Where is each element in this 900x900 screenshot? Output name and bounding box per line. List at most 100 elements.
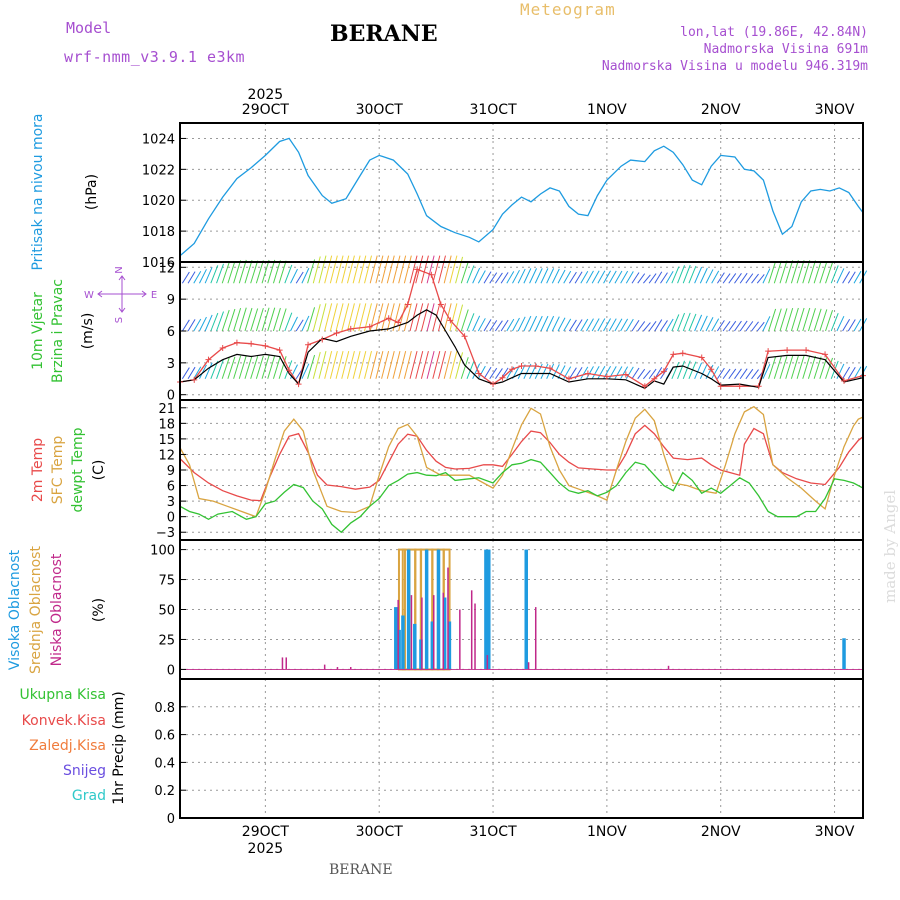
wind-arrow	[802, 307, 811, 332]
wind-arrow	[660, 272, 668, 284]
gust-marker	[385, 315, 392, 322]
wind-arrow	[204, 267, 213, 284]
wind-arrow	[392, 303, 401, 332]
footer-station: BERANE	[329, 862, 393, 878]
wind-arrow	[312, 351, 321, 379]
wind-arrow	[329, 303, 338, 332]
wind-arrow	[597, 366, 606, 380]
gust-marker	[475, 370, 482, 377]
wind-arrow	[324, 255, 333, 284]
wind-arrow	[392, 255, 401, 284]
wind-arrow	[307, 307, 316, 332]
wind-arrow	[643, 274, 651, 284]
wind-arrow	[483, 319, 492, 332]
model-elevation: Nadmorska Visina u modelu 946.319m	[601, 59, 868, 74]
wind-arrow	[346, 255, 355, 284]
gust-marker	[509, 366, 516, 373]
wind-arrow	[557, 269, 566, 284]
wind-arrow	[420, 303, 429, 332]
high-cloud-bar	[487, 549, 491, 670]
wind-arrow	[682, 312, 691, 332]
wind-arrow	[631, 272, 640, 284]
wind-arrow	[460, 309, 469, 332]
wind-arrow	[221, 309, 230, 332]
wind-arrow	[722, 321, 731, 332]
wind-arrow	[255, 260, 264, 284]
xtick-label-top: 1NOV	[587, 102, 627, 118]
precip-legend-5: Grad	[72, 788, 106, 804]
wind-arrow	[699, 267, 708, 284]
gust-marker	[622, 371, 629, 378]
wind-arrow	[568, 271, 577, 284]
wind-arrow	[250, 260, 259, 284]
wind-arrow	[677, 312, 686, 332]
wind-arrow	[244, 260, 253, 284]
wind-arrow	[779, 308, 788, 332]
wind-arrow	[847, 271, 856, 284]
wind-arrow	[267, 307, 276, 332]
wind-arrow	[494, 368, 503, 380]
gust-marker	[679, 350, 686, 357]
wind-arrow	[688, 265, 697, 284]
wind-arrow	[608, 366, 617, 380]
low-cloud-bar	[442, 592, 444, 670]
wind-arrow	[358, 255, 367, 284]
wind-arrow	[847, 319, 856, 332]
wind-arrow	[807, 308, 816, 332]
wind-arrow	[307, 354, 316, 379]
credit-text: made by Angel	[881, 489, 899, 603]
wind-arrow	[625, 271, 634, 284]
wind-arrow	[620, 366, 629, 380]
wind-arrow	[643, 322, 651, 332]
wind-arrow	[637, 273, 646, 284]
wind-arrow	[255, 307, 264, 332]
wind-arrow	[449, 351, 458, 379]
wind-arrow	[722, 273, 731, 284]
wind-arrow	[386, 303, 395, 332]
ytick-label-clouds: 75	[158, 574, 175, 589]
ytick-label-temperature: 9	[167, 464, 175, 479]
wind-arrow	[398, 255, 407, 284]
ytick-label-pressure: 1016	[142, 256, 175, 271]
wind-arrow	[483, 366, 492, 380]
precip-legend-4: Snijeg	[63, 763, 106, 779]
wind-arrow	[216, 263, 224, 284]
dewpt-ylabel: dewpt Temp	[70, 427, 86, 512]
ytick-label-temperature: 12	[158, 448, 175, 463]
wind-arrow	[614, 318, 623, 332]
wind-arrow	[563, 270, 572, 284]
gust-marker	[565, 375, 572, 382]
ytick-label-temperature: 6	[167, 480, 175, 495]
wind-arrow	[637, 321, 646, 332]
xtick-label-top: 31OCT	[469, 102, 517, 118]
wind-arrow	[426, 255, 435, 284]
panel-frames	[179, 122, 864, 819]
wind-arrow	[677, 265, 686, 284]
wind-arrow	[699, 315, 708, 332]
wind-arrow	[688, 313, 697, 332]
grid-layer	[180, 123, 863, 819]
gust-marker	[651, 375, 658, 382]
gust-marker	[641, 383, 648, 390]
wind-arrow	[745, 273, 754, 284]
low-cloud-bar	[486, 655, 489, 670]
wind-arrow	[568, 367, 577, 380]
ytick-label-wind: 3	[167, 357, 175, 372]
high-cloud-bar	[413, 623, 417, 670]
wind-arrow	[472, 267, 481, 284]
wind-arrow	[227, 261, 236, 284]
low-cloud-bar	[470, 590, 473, 670]
wind-arrow	[546, 268, 555, 284]
wind-arrow	[586, 366, 594, 380]
wind-direction-arrows	[181, 255, 868, 380]
wind-arrow	[301, 363, 310, 379]
wind-arrow	[728, 368, 737, 380]
wind-arrow	[819, 309, 828, 332]
wind-arrow	[830, 265, 839, 284]
wind-arrow	[472, 315, 481, 332]
wind-arrow	[546, 315, 555, 332]
high-cloud-bar	[424, 549, 429, 670]
gust-marker	[395, 319, 402, 326]
precip-legend-3: Zaledj.Kisa	[29, 738, 106, 754]
wind-arrow	[506, 271, 515, 284]
